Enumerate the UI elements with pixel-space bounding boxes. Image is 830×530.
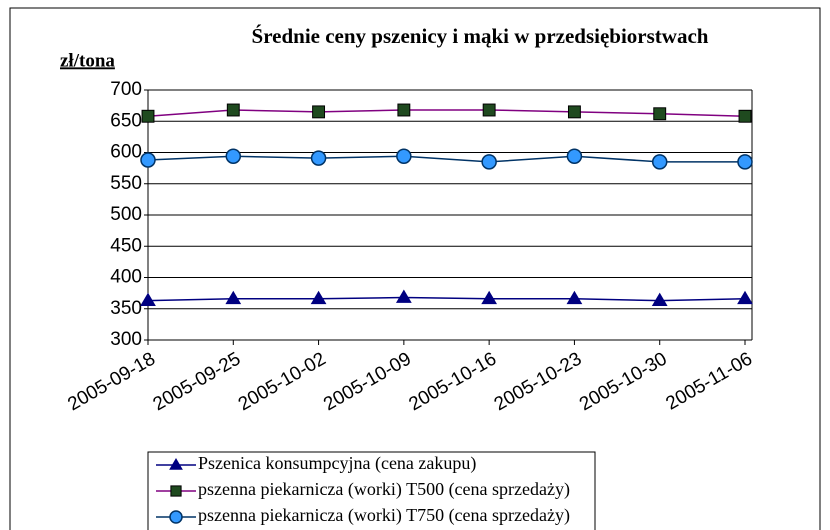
marker bbox=[140, 152, 156, 168]
series bbox=[140, 289, 753, 307]
marker bbox=[651, 154, 668, 170]
marker bbox=[312, 105, 326, 119]
series bbox=[141, 103, 752, 123]
marker bbox=[225, 290, 242, 305]
marker bbox=[567, 105, 581, 119]
y-tick-label: 500 bbox=[110, 204, 142, 225]
marker bbox=[566, 148, 583, 164]
y-tick-label: 650 bbox=[110, 110, 142, 131]
marker bbox=[482, 103, 496, 117]
legend-label: Pszenica konsumpcyjna (cena zakupu) bbox=[198, 453, 476, 474]
marker bbox=[566, 290, 583, 305]
legend-label: pszenna piekarnicza (worki) T500 (cena s… bbox=[198, 479, 570, 500]
marker bbox=[226, 103, 240, 117]
chart-title: Średnie ceny pszenicy i mąki w przedsięb… bbox=[252, 24, 709, 48]
marker bbox=[169, 458, 183, 470]
marker bbox=[738, 109, 752, 123]
series-line bbox=[147, 109, 746, 117]
legend-box bbox=[147, 451, 596, 530]
marker bbox=[310, 290, 327, 305]
series-line bbox=[147, 296, 746, 302]
legend-label: pszenna piekarnicza (worki) T750 (cena s… bbox=[198, 505, 570, 526]
y-tick-label: 700 bbox=[110, 79, 142, 100]
legend: Pszenica konsumpcyjna (cena zakupu) pszen… bbox=[147, 451, 596, 530]
marker bbox=[225, 148, 242, 164]
y-tick-label: 350 bbox=[110, 298, 142, 319]
y-tick-label: 300 bbox=[110, 329, 142, 350]
y-tick-label: 550 bbox=[110, 173, 142, 194]
marker bbox=[140, 292, 156, 307]
chart-frame bbox=[9, 7, 821, 530]
marker bbox=[397, 103, 411, 117]
y-tick-label: 600 bbox=[110, 142, 142, 163]
marker bbox=[737, 154, 753, 170]
marker bbox=[395, 289, 412, 303]
marker bbox=[169, 510, 183, 524]
marker bbox=[737, 290, 753, 305]
marker bbox=[170, 485, 182, 497]
y-tick-label: 400 bbox=[110, 267, 142, 288]
series bbox=[140, 148, 753, 170]
y-axis-label: zł/tona bbox=[60, 50, 115, 71]
y-tick-label: 450 bbox=[110, 235, 142, 256]
marker bbox=[310, 150, 327, 166]
series-line bbox=[147, 155, 745, 163]
marker bbox=[651, 292, 668, 307]
marker bbox=[653, 107, 667, 121]
marker bbox=[481, 290, 498, 305]
marker bbox=[396, 148, 412, 164]
marker bbox=[481, 154, 497, 170]
marker bbox=[141, 109, 155, 123]
